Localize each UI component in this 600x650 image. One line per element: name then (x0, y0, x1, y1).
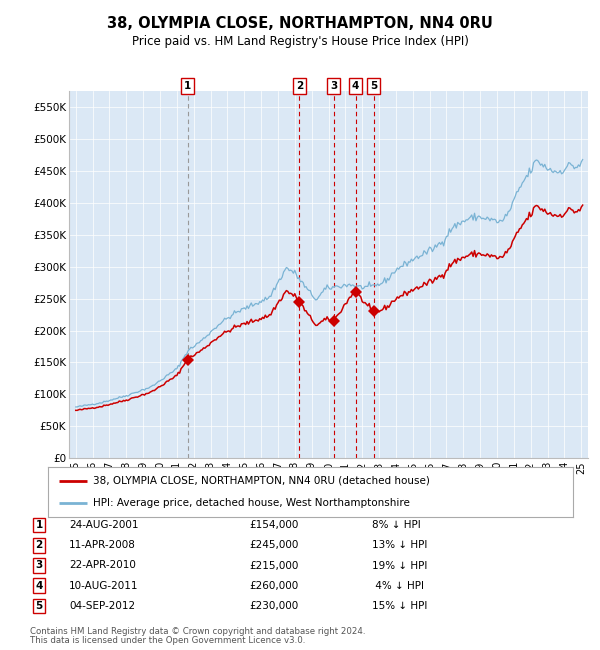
Text: £230,000: £230,000 (249, 601, 298, 611)
Text: 38, OLYMPIA CLOSE, NORTHAMPTON, NN4 0RU: 38, OLYMPIA CLOSE, NORTHAMPTON, NN4 0RU (107, 16, 493, 31)
Text: 5: 5 (35, 601, 43, 611)
Text: 19% ↓ HPI: 19% ↓ HPI (372, 560, 427, 571)
Text: £215,000: £215,000 (249, 560, 298, 571)
Text: 1: 1 (184, 81, 191, 91)
Text: 4: 4 (35, 580, 43, 591)
Text: 2: 2 (35, 540, 43, 551)
Text: Contains HM Land Registry data © Crown copyright and database right 2024.: Contains HM Land Registry data © Crown c… (30, 627, 365, 636)
Text: 38, OLYMPIA CLOSE, NORTHAMPTON, NN4 0RU (detached house): 38, OLYMPIA CLOSE, NORTHAMPTON, NN4 0RU … (92, 476, 430, 486)
Text: 5: 5 (370, 81, 377, 91)
Text: 22-APR-2010: 22-APR-2010 (69, 560, 136, 571)
Text: 2: 2 (296, 81, 303, 91)
Text: 04-SEP-2012: 04-SEP-2012 (69, 601, 135, 611)
Text: Price paid vs. HM Land Registry's House Price Index (HPI): Price paid vs. HM Land Registry's House … (131, 35, 469, 48)
Text: 4: 4 (352, 81, 359, 91)
Text: £245,000: £245,000 (249, 540, 298, 551)
Text: 11-APR-2008: 11-APR-2008 (69, 540, 136, 551)
Text: 24-AUG-2001: 24-AUG-2001 (69, 520, 139, 530)
Text: 1: 1 (35, 520, 43, 530)
Text: £154,000: £154,000 (249, 520, 298, 530)
Text: 15% ↓ HPI: 15% ↓ HPI (372, 601, 427, 611)
Text: 13% ↓ HPI: 13% ↓ HPI (372, 540, 427, 551)
Text: 3: 3 (35, 560, 43, 571)
Text: 3: 3 (330, 81, 337, 91)
Text: HPI: Average price, detached house, West Northamptonshire: HPI: Average price, detached house, West… (92, 499, 409, 508)
Text: This data is licensed under the Open Government Licence v3.0.: This data is licensed under the Open Gov… (30, 636, 305, 645)
Text: £260,000: £260,000 (249, 580, 298, 591)
Text: 10-AUG-2011: 10-AUG-2011 (69, 580, 139, 591)
Text: 8% ↓ HPI: 8% ↓ HPI (372, 520, 421, 530)
Text: 4% ↓ HPI: 4% ↓ HPI (372, 580, 424, 591)
